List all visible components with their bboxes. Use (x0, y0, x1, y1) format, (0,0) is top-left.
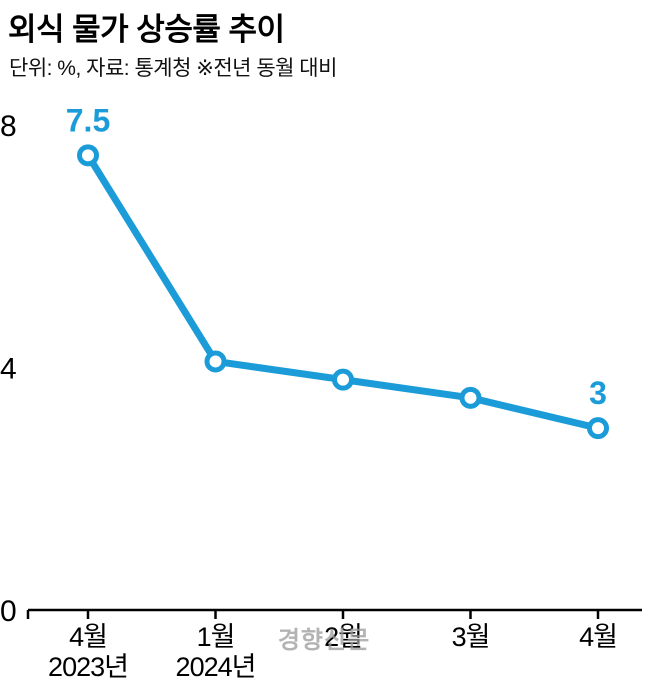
y-axis-tick-label: 0 (0, 595, 17, 628)
chart-subtitle: 단위: %, 자료: 통계청 ※전년 동월 대비 (9, 57, 337, 80)
data-point-label: 3 (589, 375, 607, 411)
x-axis-tick-label: 3월 (452, 622, 490, 652)
data-point (332, 368, 354, 391)
data-point (587, 417, 609, 440)
data-point-label: 7.5 (66, 102, 110, 138)
data-point (77, 144, 99, 167)
y-axis-tick-label: 8 (0, 110, 17, 143)
x-axis-year-label: 2023년 (48, 652, 128, 682)
x-axis-year-label: 2024년 (176, 652, 256, 682)
data-point (459, 386, 482, 409)
y-axis-tick-label: 4 (0, 353, 17, 386)
x-axis-tick-label: 1월 (197, 622, 235, 652)
x-axis-tick-label: 4월 (69, 622, 107, 652)
x-axis-tick-label: 4월 (579, 622, 617, 652)
data-point (204, 350, 227, 373)
chart-title: 외식 물가 상승률 추이 (8, 12, 285, 47)
x-axis-tick-label: 2월 (324, 622, 362, 652)
